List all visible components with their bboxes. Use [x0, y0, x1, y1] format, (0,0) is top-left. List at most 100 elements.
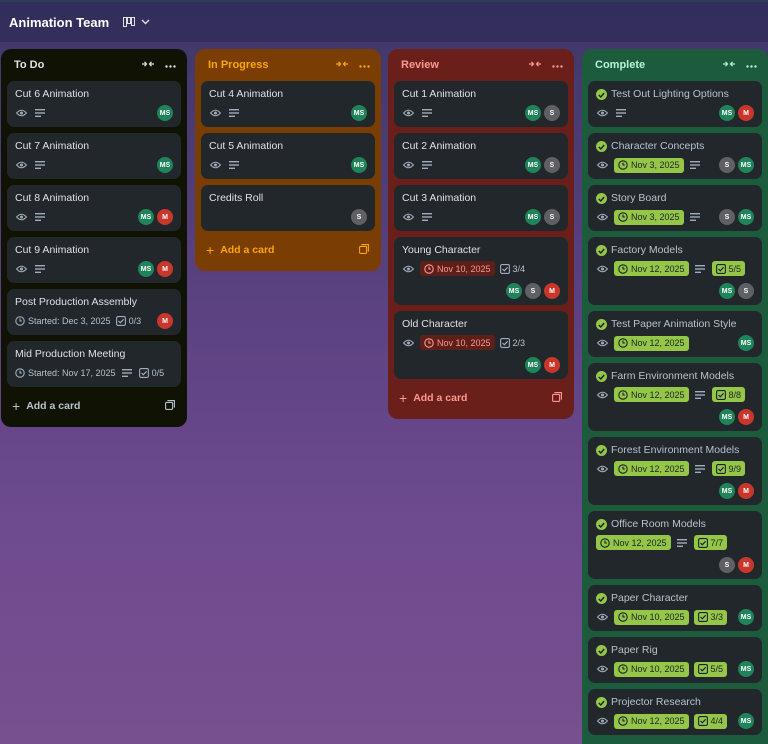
card[interactable]: Factory Models Nov 12, 2025 5/5 MS S [588, 237, 762, 305]
avatar[interactable]: MS [506, 283, 522, 299]
due-date-badge[interactable]: Nov 10, 2025 [614, 661, 689, 677]
card[interactable]: Cut 8 Animation MS M [7, 185, 181, 231]
avatar[interactable]: MS [138, 209, 154, 225]
card[interactable]: Forest Environment Models Nov 12, 2025 9/9… [588, 437, 762, 505]
due-date-badge[interactable]: Nov 10, 2025 [614, 609, 689, 625]
card[interactable]: Paper Character Nov 10, 2025 3/3 MS [588, 585, 762, 631]
add-card-button[interactable]: + Add a card [7, 393, 181, 419]
avatar[interactable]: S [719, 157, 735, 173]
avatar[interactable]: S [719, 557, 735, 573]
complete-check-icon[interactable] [596, 245, 607, 256]
avatar[interactable]: M [157, 209, 173, 225]
avatar[interactable]: M [738, 409, 754, 425]
list-title[interactable]: To Do [14, 59, 45, 71]
avatar[interactable]: MS [138, 261, 154, 277]
card[interactable]: Cut 2 Animation MS S [394, 133, 568, 179]
avatar[interactable]: MS [738, 157, 754, 173]
collapse-list-button[interactable] [524, 54, 546, 76]
avatar[interactable]: MS [351, 105, 367, 121]
add-card-button[interactable]: + Add a card [201, 237, 375, 263]
avatar[interactable]: MS [738, 609, 754, 625]
complete-check-icon[interactable] [596, 371, 607, 382]
complete-check-icon[interactable] [596, 445, 607, 456]
complete-check-icon[interactable] [596, 645, 607, 656]
due-date-badge[interactable]: Nov 12, 2025 [614, 335, 689, 351]
card[interactable]: Cut 5 Animation MS [201, 133, 375, 179]
avatar[interactable]: MS [719, 483, 735, 499]
card[interactable]: Young Character Nov 10, 2025 3/4 MS S M [394, 237, 568, 305]
card[interactable]: Cut 3 Animation MS S [394, 185, 568, 231]
avatar[interactable]: S [738, 283, 754, 299]
card[interactable]: Cut 1 Animation MS S [394, 81, 568, 127]
card[interactable]: Paper Rig Nov 10, 2025 5/5 MS [588, 637, 762, 683]
avatar[interactable]: MS [525, 105, 541, 121]
card[interactable]: Projector Research Nov 12, 2025 4/4 MS [588, 689, 762, 735]
complete-check-icon[interactable] [596, 519, 607, 530]
list-menu-button[interactable] [740, 54, 762, 76]
avatar[interactable]: MS [738, 713, 754, 729]
complete-check-icon[interactable] [596, 141, 607, 152]
card[interactable]: Story Board Nov 3, 2025 S MS [588, 185, 762, 231]
card[interactable]: Farm Environment Models Nov 12, 2025 8/8 MS… [588, 363, 762, 431]
avatar[interactable]: S [351, 209, 367, 225]
list-menu-button[interactable] [159, 54, 181, 76]
card[interactable]: Cut 7 Animation MS [7, 133, 181, 179]
card[interactable]: Test Out Lighting Options MS M [588, 81, 762, 127]
due-date-badge[interactable]: Nov 12, 2025 [614, 461, 689, 476]
avatar[interactable]: MS [525, 157, 541, 173]
card[interactable]: Test Paper Animation Style Nov 12, 2025 MS [588, 311, 762, 357]
avatar[interactable]: M [738, 105, 754, 121]
create-from-template-button[interactable] [159, 395, 181, 417]
due-date-badge[interactable]: Nov 12, 2025 [614, 713, 689, 729]
card[interactable]: Old Character Nov 10, 2025 2/3 MS M [394, 311, 568, 379]
avatar[interactable]: S [544, 209, 560, 225]
add-card-button[interactable]: + Add a card [394, 385, 568, 411]
avatar[interactable]: MS [719, 105, 735, 121]
avatar[interactable]: M [544, 283, 560, 299]
list-title[interactable]: In Progress [208, 59, 269, 71]
complete-check-icon[interactable] [596, 697, 607, 708]
collapse-list-button[interactable] [137, 54, 159, 76]
list-title[interactable]: Review [401, 59, 439, 71]
complete-check-icon[interactable] [596, 193, 607, 204]
avatar[interactable]: MS [157, 105, 173, 121]
avatar[interactable]: S [719, 209, 735, 225]
avatar[interactable]: MS [738, 661, 754, 677]
card[interactable]: Cut 4 Animation MS [201, 81, 375, 127]
card[interactable]: Cut 6 Animation MS [7, 81, 181, 127]
avatar[interactable]: MS [719, 409, 735, 425]
avatar[interactable]: MS [525, 209, 541, 225]
complete-check-icon[interactable] [596, 593, 607, 604]
avatar[interactable]: M [738, 557, 754, 573]
avatar[interactable]: S [544, 105, 560, 121]
card[interactable]: Office Room Models Nov 12, 2025 7/7 S M [588, 511, 762, 579]
avatar[interactable]: MS [157, 157, 173, 173]
due-date-badge[interactable]: Nov 10, 2025 [420, 335, 495, 350]
avatar[interactable]: M [544, 357, 560, 373]
card[interactable]: Character Concepts Nov 3, 2025 S MS [588, 133, 762, 179]
list-menu-button[interactable] [546, 54, 568, 76]
avatar[interactable]: S [525, 283, 541, 299]
collapse-list-button[interactable] [331, 54, 353, 76]
board-title[interactable]: Animation Team [9, 14, 110, 30]
due-date-badge[interactable]: Nov 12, 2025 [614, 387, 689, 402]
card[interactable]: Credits Roll S [201, 185, 375, 231]
create-from-template-button[interactable] [353, 239, 375, 261]
avatar[interactable]: M [157, 261, 173, 277]
due-date-badge[interactable]: Nov 12, 2025 [596, 535, 671, 550]
avatar[interactable]: MS [738, 335, 754, 351]
avatar[interactable]: M [738, 483, 754, 499]
due-date-badge[interactable]: Nov 12, 2025 [614, 261, 689, 276]
avatar[interactable]: S [544, 157, 560, 173]
avatar[interactable]: M [157, 313, 173, 329]
card[interactable]: Post Production Assembly Started: Dec 3, … [7, 289, 181, 335]
list-title[interactable]: Complete [595, 59, 646, 71]
avatar[interactable]: MS [719, 283, 735, 299]
list-menu-button[interactable] [353, 54, 375, 76]
complete-check-icon[interactable] [596, 89, 607, 100]
complete-check-icon[interactable] [596, 319, 607, 330]
card[interactable]: Cut 9 Animation MS M [7, 237, 181, 283]
due-date-badge[interactable]: Nov 10, 2025 [420, 261, 495, 276]
create-from-template-button[interactable] [546, 387, 568, 409]
avatar[interactable]: MS [525, 357, 541, 373]
